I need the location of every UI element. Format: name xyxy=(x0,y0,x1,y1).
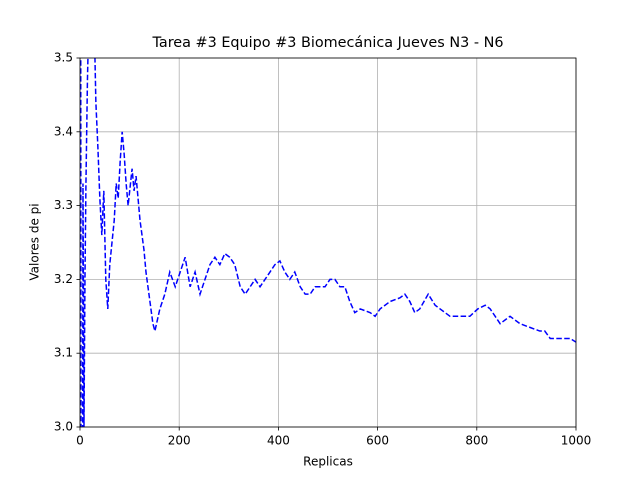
x-tick-label: 0 xyxy=(76,434,84,448)
x-axis-label: Replicas xyxy=(303,455,353,469)
y-tick-label: 3.0 xyxy=(54,420,73,434)
y-axis-label: Valores de pi xyxy=(28,203,42,280)
y-tick-label: 3.4 xyxy=(54,124,73,138)
y-tick-label: 3.3 xyxy=(54,198,73,212)
y-tick-label: 3.5 xyxy=(54,51,73,65)
axes-frame xyxy=(79,57,577,428)
x-tick-label: 400 xyxy=(267,434,290,448)
y-tick-label: 3.1 xyxy=(54,346,73,360)
plot-area xyxy=(80,58,576,427)
x-tick-label: 200 xyxy=(168,434,191,448)
chart-title: Tarea #3 Equipo #3 Biomecánica Jueves N3… xyxy=(151,35,503,51)
y-tick-label: 3.2 xyxy=(54,272,73,286)
data-line xyxy=(80,58,576,427)
x-tick-label: 800 xyxy=(465,434,488,448)
x-tick-label: 600 xyxy=(366,434,389,448)
x-tick-label: 1000 xyxy=(561,434,592,448)
grid xyxy=(79,57,577,428)
